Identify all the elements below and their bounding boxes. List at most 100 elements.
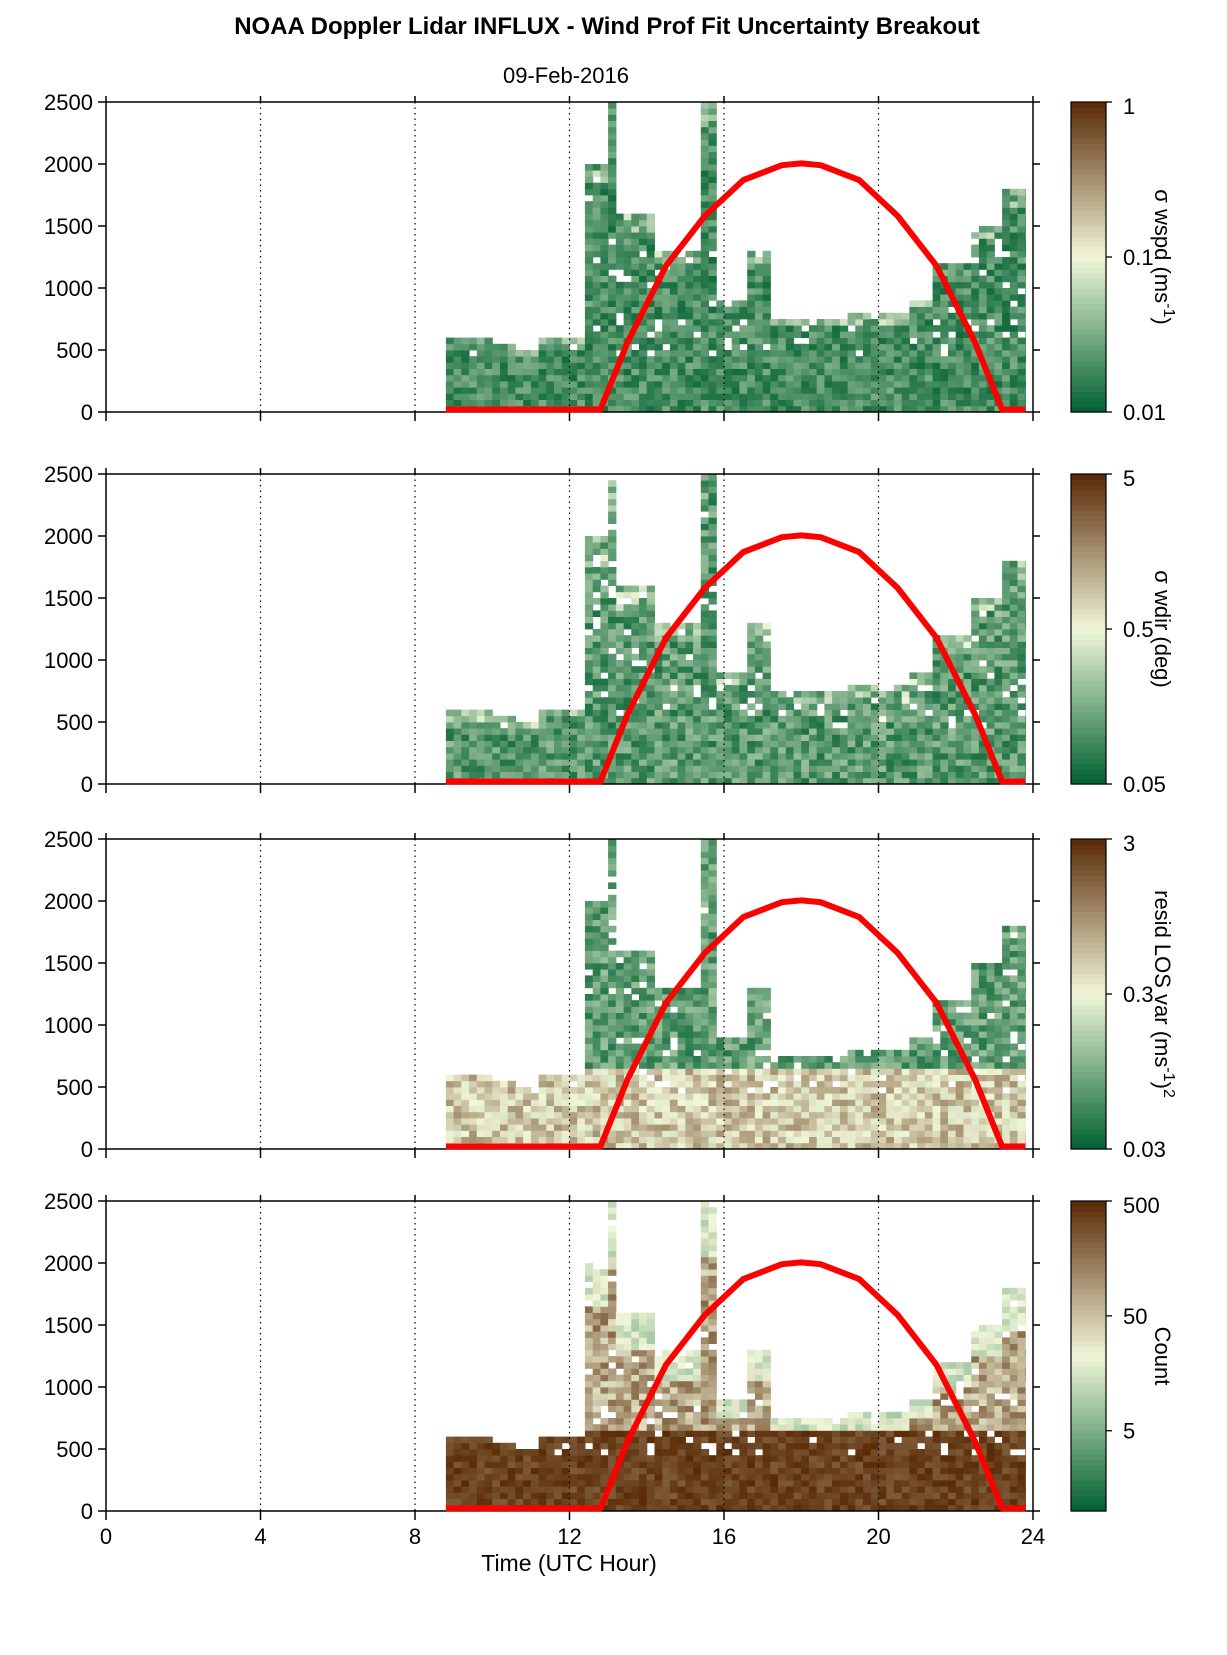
heatmap-cell xyxy=(963,275,972,283)
heatmap-cell xyxy=(561,740,571,748)
heatmap-cell xyxy=(615,1068,625,1075)
heatmap-cell xyxy=(584,275,594,283)
heatmap-cell xyxy=(592,263,601,270)
heatmap-cell xyxy=(963,1124,972,1131)
heatmap-cell xyxy=(708,126,717,134)
heatmap-cell xyxy=(708,888,717,896)
heatmap-cell xyxy=(816,356,825,363)
heatmap-cell xyxy=(623,753,632,760)
heatmap-cell xyxy=(901,387,910,394)
heatmap-cell xyxy=(754,740,764,748)
heatmap-cell xyxy=(615,1000,625,1007)
heatmap-cell xyxy=(863,1111,872,1119)
heatmap-cell xyxy=(1002,257,1011,264)
heatmap-cell xyxy=(978,981,988,989)
heatmap-cell xyxy=(855,1062,864,1069)
heatmap-cell xyxy=(693,337,702,345)
heatmap-cell xyxy=(870,1074,880,1082)
heatmap-cell xyxy=(600,753,609,760)
heatmap-cell xyxy=(739,300,748,307)
heatmap-cell xyxy=(963,1074,972,1082)
heatmap-cell xyxy=(824,1080,833,1088)
heatmap-cell xyxy=(546,393,555,400)
heatmap-cell xyxy=(909,746,918,754)
heatmap-cell xyxy=(986,263,995,270)
heatmap-cell xyxy=(608,362,617,369)
heatmap-cell xyxy=(1017,1080,1026,1088)
heatmap-cell xyxy=(492,343,501,351)
heatmap-cell xyxy=(592,1049,601,1057)
heatmap-cell xyxy=(662,1142,671,1150)
heatmap-cell xyxy=(1025,660,1026,667)
heatmap-cell xyxy=(592,753,601,760)
heatmap-cell xyxy=(623,591,632,599)
heatmap-cell xyxy=(685,1111,694,1119)
heatmap-cell xyxy=(832,1105,841,1113)
heatmap-cell xyxy=(662,709,671,717)
heatmap-cell xyxy=(476,1080,486,1088)
heatmap-cell xyxy=(994,672,1003,679)
heatmap-cell xyxy=(654,288,663,295)
heatmap-cell xyxy=(731,306,740,314)
heatmap-cell xyxy=(785,350,795,357)
heatmap-cell xyxy=(855,374,864,382)
heatmap-cell xyxy=(716,393,725,400)
heatmap-cell xyxy=(754,987,764,995)
heatmap-cell xyxy=(654,1006,663,1013)
heatmap-cell xyxy=(893,746,903,754)
colorbar-segment xyxy=(1071,505,1106,511)
heatmap-cell xyxy=(917,306,926,314)
heatmap-cell xyxy=(1002,1031,1011,1038)
heatmap-cell xyxy=(909,312,918,320)
heatmap-cell xyxy=(778,1130,787,1137)
heatmap-cell xyxy=(878,1099,887,1106)
heatmap-cell xyxy=(747,722,756,729)
heatmap-cells xyxy=(445,474,1026,785)
heatmap-cell xyxy=(515,746,524,754)
heatmap-cell xyxy=(778,393,787,400)
heatmap-cell xyxy=(623,1124,632,1131)
heatmap-cell xyxy=(507,728,516,735)
heatmap-cell xyxy=(832,350,841,357)
heatmap-cell xyxy=(909,728,918,735)
heatmap-cell xyxy=(677,734,686,741)
heatmap-cell xyxy=(700,1142,710,1150)
heatmap-cell xyxy=(476,740,486,748)
heatmap-cell xyxy=(685,703,694,710)
colorbar-segment xyxy=(1071,753,1106,759)
heatmap-cell xyxy=(600,907,609,914)
heatmap-cell xyxy=(708,777,717,785)
heatmap-cell xyxy=(716,1111,725,1119)
heatmap-cell xyxy=(816,331,825,338)
heatmap-cell xyxy=(994,331,1003,338)
heatmap-cell xyxy=(1017,969,1026,976)
heatmap-cell xyxy=(693,1068,702,1075)
heatmap-cell xyxy=(1002,374,1011,382)
heatmap-cell xyxy=(608,1025,617,1032)
heatmap-cell xyxy=(577,1118,586,1125)
heatmap-cell xyxy=(584,722,594,729)
heatmap-cell xyxy=(708,523,717,531)
heatmap-cell xyxy=(994,994,1003,1001)
heatmap-cell xyxy=(677,1068,686,1075)
heatmap-cell xyxy=(778,728,787,735)
heatmap-cell xyxy=(832,368,841,376)
heatmap-cell xyxy=(646,1049,655,1057)
heatmap-cell xyxy=(646,616,655,624)
heatmap-cell xyxy=(623,257,632,264)
heatmap-cell xyxy=(886,1105,895,1113)
heatmap-cell xyxy=(677,1142,686,1150)
heatmap-cell xyxy=(994,1142,1003,1150)
heatmap-cell xyxy=(592,925,601,933)
heatmap-cell xyxy=(847,350,856,357)
heatmap-cell xyxy=(785,387,795,394)
heatmap-cell xyxy=(724,1105,733,1113)
heatmap-cell xyxy=(600,300,609,307)
heatmap-cell xyxy=(731,672,740,679)
heatmap-cell xyxy=(893,691,903,698)
heatmap-cell xyxy=(662,1006,671,1013)
heatmap-cell xyxy=(1002,399,1011,407)
heatmap-cell xyxy=(523,746,532,754)
heatmap-cell xyxy=(963,337,972,345)
heatmap-cell xyxy=(592,393,601,400)
